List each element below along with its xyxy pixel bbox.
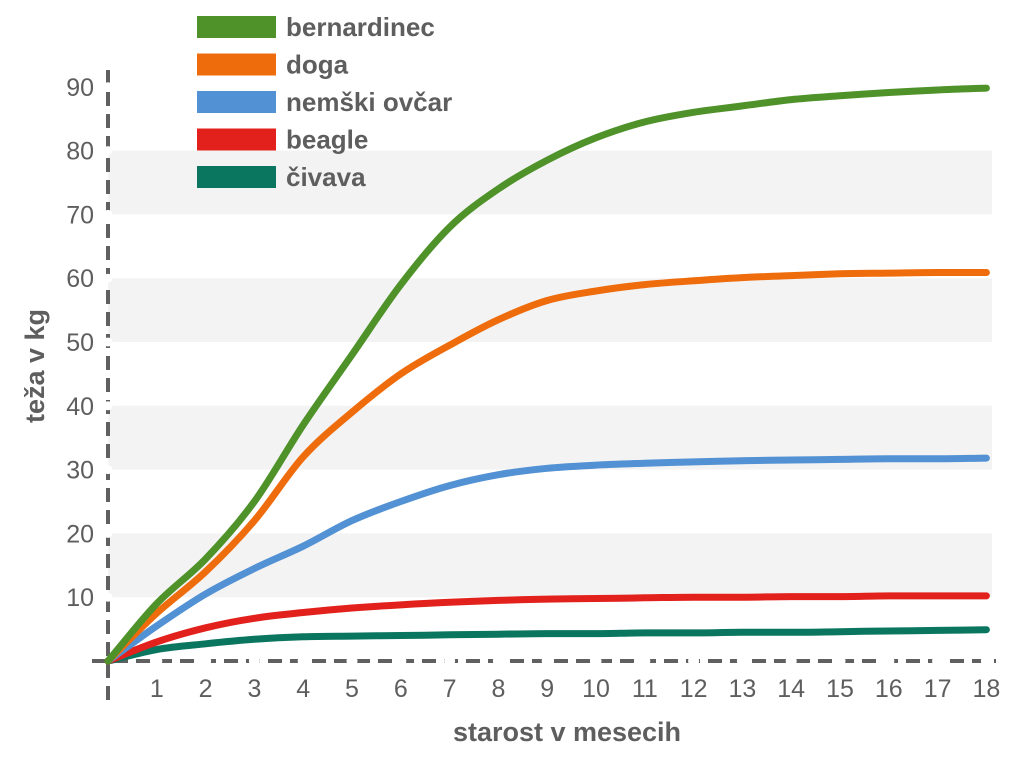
x-tick-label: 1 — [150, 675, 164, 703]
series-line-bernardinec — [104, 84, 990, 665]
y-tick-dot — [103, 401, 113, 411]
x-tick-label: 4 — [296, 675, 310, 703]
y-tick-dot — [103, 337, 113, 347]
y-tick-label: 50 — [66, 329, 94, 357]
x-tick-dot — [736, 655, 748, 667]
x-tick-dot — [444, 655, 456, 667]
y-tick-dot — [103, 528, 113, 538]
x-tick-dot — [395, 655, 407, 667]
legend-label-doga: doga — [286, 50, 349, 80]
x-tick-dot — [883, 655, 895, 667]
x-tick-label: 11 — [632, 675, 658, 703]
x-tick-dot — [151, 655, 163, 667]
y-tick-label: 10 — [66, 584, 94, 612]
x-tick-dot — [932, 655, 944, 667]
x-tick-label: 17 — [924, 675, 952, 703]
legend-swatch-bernardinec — [197, 16, 276, 38]
x-tick-label: 16 — [875, 675, 903, 703]
y-tick-label: 30 — [66, 457, 94, 485]
y-tick-dot — [103, 82, 113, 92]
x-tick-label: 3 — [247, 675, 261, 703]
x-tick-dot — [541, 655, 553, 667]
y-tick-dot — [103, 465, 113, 475]
x-tick-label: 10 — [582, 675, 610, 703]
x-tick-label: 2 — [199, 675, 213, 703]
axes — [92, 70, 996, 708]
x-tick-dot — [688, 655, 700, 667]
x-tick-dot — [200, 655, 212, 667]
series-line-civava — [104, 626, 990, 665]
x-tick-dot — [297, 655, 309, 667]
legend-swatch-doga — [197, 53, 276, 76]
y-tick-dot — [103, 273, 113, 283]
grid-band — [108, 278, 992, 342]
x-tick-label: 12 — [680, 675, 708, 703]
x-tick-label: 18 — [972, 675, 1000, 703]
x-tick-dot — [492, 655, 504, 667]
x-tick-dot — [590, 655, 602, 667]
y-tick-label: 20 — [66, 520, 94, 548]
legend-label-beagle: beagle — [286, 125, 368, 155]
y-tick-dot — [103, 209, 113, 219]
y-tick-label: 40 — [66, 393, 94, 421]
series-line-doga — [104, 269, 990, 665]
legend-swatch-beagle — [197, 128, 276, 151]
legend-swatch-civava — [197, 166, 276, 188]
legend: bernardinec doga nemški ovčar beagle čivava — [197, 12, 452, 192]
series-line-nemski-ovcar — [104, 454, 990, 665]
legend-label-civava: čivava — [286, 162, 366, 192]
y-tick-label: 60 — [66, 265, 94, 293]
x-tick-dot — [980, 655, 992, 667]
x-tick-label: 13 — [728, 675, 756, 703]
x-tick-dot — [785, 655, 797, 667]
y-tick-label: 80 — [66, 138, 94, 166]
x-tick-dot — [639, 655, 651, 667]
y-tick-label: 90 — [66, 74, 94, 102]
x-tick-dot — [346, 655, 358, 667]
legend-label-nemski-ovcar: nemški ovčar — [286, 87, 452, 117]
x-axis-label: starost v mesecih — [453, 717, 681, 747]
legend-label-bernardinec: bernardinec — [286, 12, 435, 42]
series-lines — [104, 84, 990, 665]
grid-bands — [108, 150, 992, 598]
series-line-beagle — [104, 592, 990, 665]
x-tick-label: 8 — [491, 675, 505, 703]
y-axis-label: teža v kg — [20, 309, 50, 423]
y-tick-dot — [103, 146, 113, 156]
y-tick-label: 70 — [66, 201, 94, 229]
y-tick-dot — [103, 592, 113, 602]
x-tick-label: 14 — [777, 675, 805, 703]
x-tick-label: 15 — [826, 675, 854, 703]
x-tick-label: 9 — [540, 675, 554, 703]
legend-swatch-nemski-ovcar — [197, 91, 276, 113]
x-tick-label: 7 — [443, 675, 457, 703]
grid-band — [108, 533, 992, 598]
x-tick-label: 6 — [394, 675, 408, 703]
x-tick-dot — [834, 655, 846, 667]
x-tick-label: 5 — [345, 675, 359, 703]
x-tick-dot — [248, 655, 260, 667]
